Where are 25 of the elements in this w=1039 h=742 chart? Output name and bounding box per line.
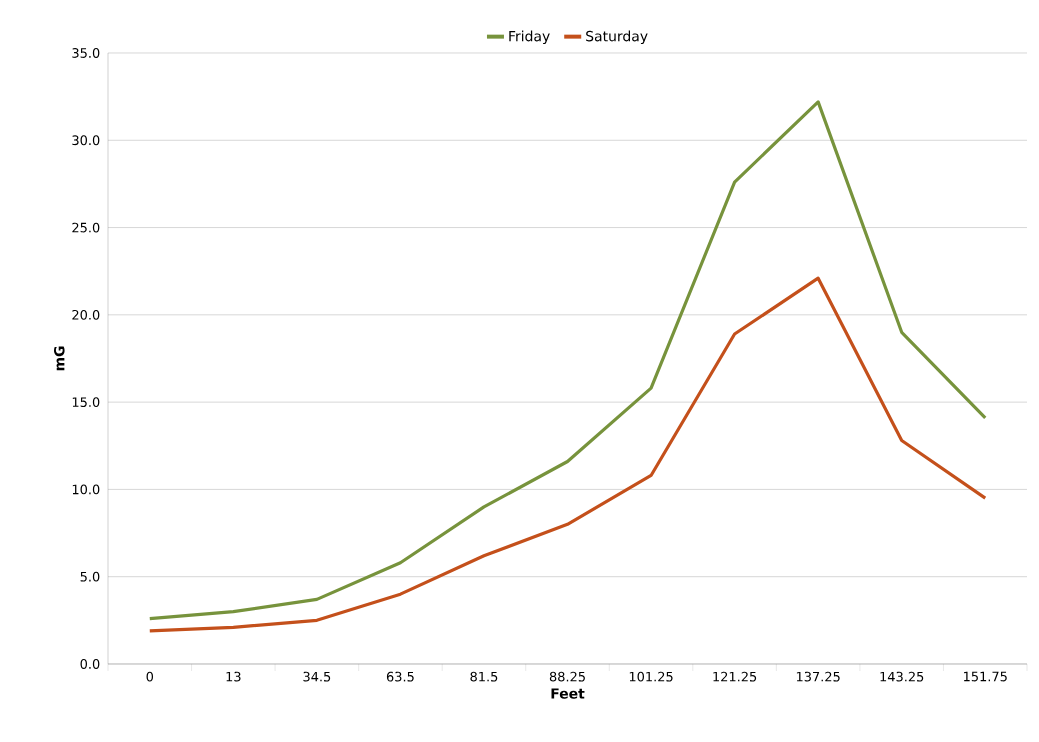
y-tick-label: 5.0 [80,571,100,582]
y-tick-label: 20.0 [72,309,100,320]
y-tick-label: 15.0 [72,397,100,408]
y-tick-label: 10.0 [72,484,100,495]
y-tick-label: 35.0 [72,48,100,58]
legend-label: Saturday [586,30,648,45]
line-series [148,276,987,633]
line-series [148,100,987,621]
x-tick-label: 143.25 [880,671,924,682]
x-tick-label: 81.5 [470,671,498,682]
x-tick-label: 137.25 [796,671,840,682]
x-tick-label: 121.25 [713,671,757,682]
x-tick-label: 151.75 [964,671,1007,682]
y-axis-title: mG [54,346,65,371]
y-tick-label: 25.0 [72,222,100,233]
y-tick-label: 0.0 [80,659,100,669]
x-tick-label: 101.25 [629,671,673,682]
x-tick-label: 88.25 [549,671,585,682]
x-tick-label: 0 [146,671,154,682]
x-tick-label: 13 [226,671,241,682]
x-axis-title: Feet [551,688,585,699]
y-tick-label: 30.0 [72,135,100,146]
legend-label: Friday [509,30,550,45]
x-tick-label: 63.5 [386,671,414,682]
x-tick-label: 34.5 [303,671,331,682]
